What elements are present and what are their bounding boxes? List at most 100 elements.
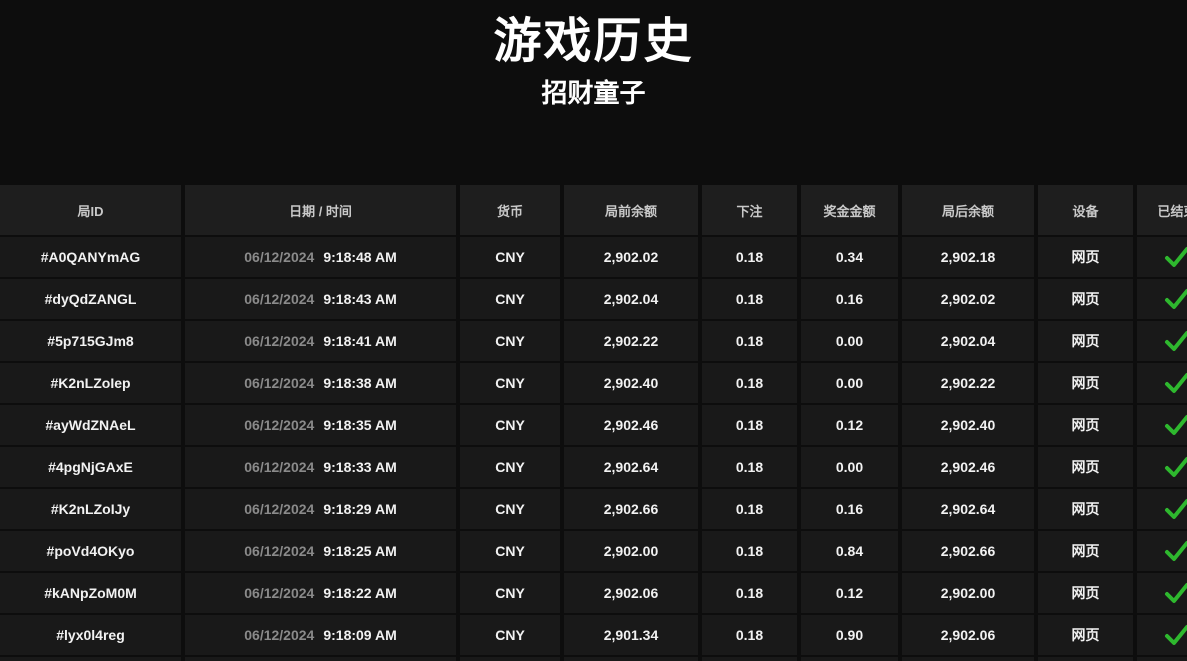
date-text: 06/12/2024	[244, 459, 315, 475]
finished-check-icon	[1164, 456, 1187, 478]
device-text: 网页	[1071, 375, 1100, 391]
cell-device: 网页	[1038, 363, 1133, 403]
finished-check-icon	[1164, 540, 1187, 562]
title-section: 游戏历史 招财童子	[0, 0, 1187, 185]
cell-balance-before: 2,902.22	[564, 321, 698, 361]
cell-win: 0.12	[801, 573, 898, 613]
currency-text: CNY	[495, 501, 525, 517]
balance-after-text: 2,902.06	[940, 627, 996, 643]
cell-device: 网页	[1038, 531, 1133, 571]
table-row: #K2nLZoIep 06/12/2024 9:18:38 AM CNY 2,9…	[0, 363, 1187, 403]
date-text: 06/12/2024	[244, 375, 315, 391]
column-header-label: 局后余额	[941, 203, 994, 219]
balance-before-text: 2,902.66	[603, 501, 659, 517]
finished-check-icon	[1164, 498, 1187, 520]
device-text: 网页	[1071, 627, 1100, 643]
bet-text: 0.18	[735, 627, 764, 643]
cell-finished	[1137, 573, 1187, 613]
currency-text: CNY	[495, 585, 525, 601]
cell-finished	[1137, 237, 1187, 277]
device-text: 网页	[1071, 459, 1100, 475]
time-text: 9:18:09 AM	[323, 627, 397, 643]
time-text: 9:18:29 AM	[323, 501, 397, 517]
device-text: 网页	[1071, 333, 1100, 349]
date-text: 06/12/2024	[244, 501, 315, 517]
cell-finished	[1137, 657, 1187, 661]
balance-after-text: 2,902.04	[940, 333, 996, 349]
column-header-balance-after: 局后余额	[902, 185, 1034, 235]
device-text: 网页	[1071, 249, 1100, 265]
cell-win: 0.00	[801, 321, 898, 361]
cell-bet: 0.18	[702, 531, 797, 571]
cell-datetime: 06/12/2024 9:18:41 AM	[185, 321, 456, 361]
cell-win: 0.00	[801, 447, 898, 487]
currency-text: CNY	[495, 459, 525, 475]
cell-bet: 0.18	[702, 489, 797, 529]
cell-balance-before: 2,902.64	[564, 447, 698, 487]
cell-round-id	[0, 657, 181, 661]
cell-round-id: #poVd4OKyo	[0, 531, 181, 571]
column-header-win: 奖金金额	[801, 185, 898, 235]
cell-bet: 0.18	[702, 447, 797, 487]
balance-before-text: 2,902.04	[603, 291, 659, 307]
cell-balance-after: 2,902.64	[902, 489, 1034, 529]
time-text: 9:18:43 AM	[323, 291, 397, 307]
table-row: #K2nLZoIJy 06/12/2024 9:18:29 AM CNY 2,9…	[0, 489, 1187, 529]
table-row: #5p715GJm8 06/12/2024 9:18:41 AM CNY 2,9…	[0, 321, 1187, 361]
bet-text: 0.18	[735, 501, 764, 517]
cell-win: 0.90	[801, 615, 898, 655]
table-row: #kANpZoM0M 06/12/2024 9:18:22 AM CNY 2,9…	[0, 573, 1187, 613]
cell-balance-before: 2,902.06	[564, 573, 698, 613]
win-text: 0.12	[835, 417, 864, 433]
cell-round-id: #kANpZoM0M	[0, 573, 181, 613]
cell-currency: CNY	[460, 237, 560, 277]
finished-check-icon	[1164, 288, 1187, 310]
date-text: 06/12/2024	[244, 627, 315, 643]
cell-device: 网页	[1038, 489, 1133, 529]
win-text: 0.16	[835, 291, 864, 307]
currency-text: CNY	[495, 417, 525, 433]
bet-text: 0.18	[735, 459, 764, 475]
cell-finished	[1137, 447, 1187, 487]
table-row: #lyx0l4reg 06/12/2024 9:18:09 AM CNY 2,9…	[0, 615, 1187, 655]
round-id-text: #4pgNjGAxE	[48, 459, 133, 475]
time-text: 9:18:25 AM	[323, 543, 397, 559]
win-text: 0.90	[835, 627, 864, 643]
page-title: 游戏历史	[493, 15, 694, 68]
cell-datetime: 06/12/2024 9:18:48 AM	[185, 237, 456, 277]
cell-currency: CNY	[460, 279, 560, 319]
date-text: 06/12/2024	[244, 249, 315, 265]
cell-bet: 0.18	[702, 237, 797, 277]
cell-balance-after: 2,902.00	[902, 573, 1034, 613]
cell-device: 网页	[1038, 321, 1133, 361]
cell-currency	[460, 657, 560, 661]
cell-datetime: 06/12/2024 9:18:29 AM	[185, 489, 456, 529]
table-body: #A0QANYmAG 06/12/2024 9:18:48 AM CNY 2,9…	[0, 237, 1187, 661]
device-text: 网页	[1071, 291, 1100, 307]
date-text: 06/12/2024	[244, 543, 315, 559]
cell-currency: CNY	[460, 489, 560, 529]
balance-after-text: 2,902.46	[940, 459, 996, 475]
currency-text: CNY	[495, 543, 525, 559]
cell-balance-before: 2,902.04	[564, 279, 698, 319]
cell-win: 0.16	[801, 279, 898, 319]
cell-bet: 0.18	[702, 321, 797, 361]
cell-device: 网页	[1038, 573, 1133, 613]
cell-balance-after: 2,902.40	[902, 405, 1034, 445]
cell-round-id: #5p715GJm8	[0, 321, 181, 361]
cell-win	[801, 657, 898, 661]
balance-before-text: 2,902.64	[603, 459, 659, 475]
currency-text: CNY	[495, 627, 525, 643]
cell-balance-before: 2,902.46	[564, 405, 698, 445]
bet-text: 0.18	[735, 543, 764, 559]
table-row: #A0QANYmAG 06/12/2024 9:18:48 AM CNY 2,9…	[0, 237, 1187, 277]
device-text: 网页	[1071, 585, 1100, 601]
cell-balance-after: 2,902.46	[902, 447, 1034, 487]
cell-bet: 0.18	[702, 573, 797, 613]
balance-before-text: 2,902.02	[603, 249, 659, 265]
currency-text: CNY	[495, 333, 525, 349]
finished-check-icon	[1164, 414, 1187, 436]
column-header-label: 下注	[736, 203, 763, 219]
time-text: 9:18:48 AM	[323, 249, 397, 265]
